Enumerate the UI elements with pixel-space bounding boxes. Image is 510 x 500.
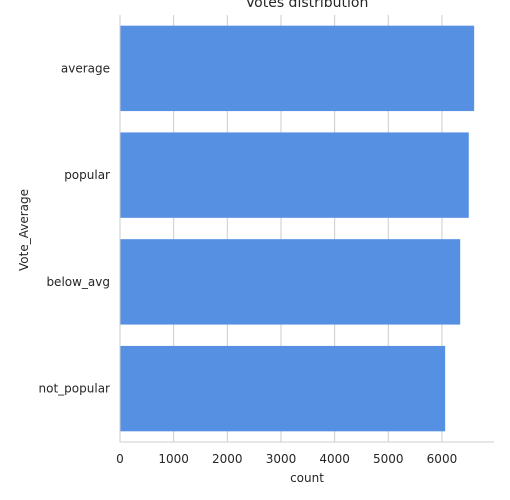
x-tick-label: 4000 <box>319 452 350 466</box>
chart-title: Votes distribution <box>246 0 369 11</box>
x-tick-label: 1000 <box>158 452 189 466</box>
y-tick-labels: average popular below_avg not_popular <box>39 61 111 395</box>
bar-layer <box>120 25 475 432</box>
x-axis-label: count <box>290 471 324 485</box>
y-tick-label: average <box>61 61 110 75</box>
x-tick-labels: 0 1000 2000 3000 4000 5000 6000 <box>116 452 457 466</box>
y-tick-label: not_popular <box>39 382 111 396</box>
y-tick-label: below_avg <box>46 275 110 289</box>
x-tick-label: 6000 <box>427 452 458 466</box>
x-tick-label: 0 <box>116 452 124 466</box>
bar-below_avg <box>120 239 461 325</box>
bar-not_popular <box>120 345 446 432</box>
x-tick-label: 2000 <box>212 452 243 466</box>
bar-popular <box>120 132 469 218</box>
y-tick-label: popular <box>64 168 110 182</box>
x-tick-label: 5000 <box>373 452 404 466</box>
y-axis-label: Vote_Average <box>17 189 31 271</box>
x-tick-label: 3000 <box>266 452 297 466</box>
bar-average <box>120 25 475 112</box>
